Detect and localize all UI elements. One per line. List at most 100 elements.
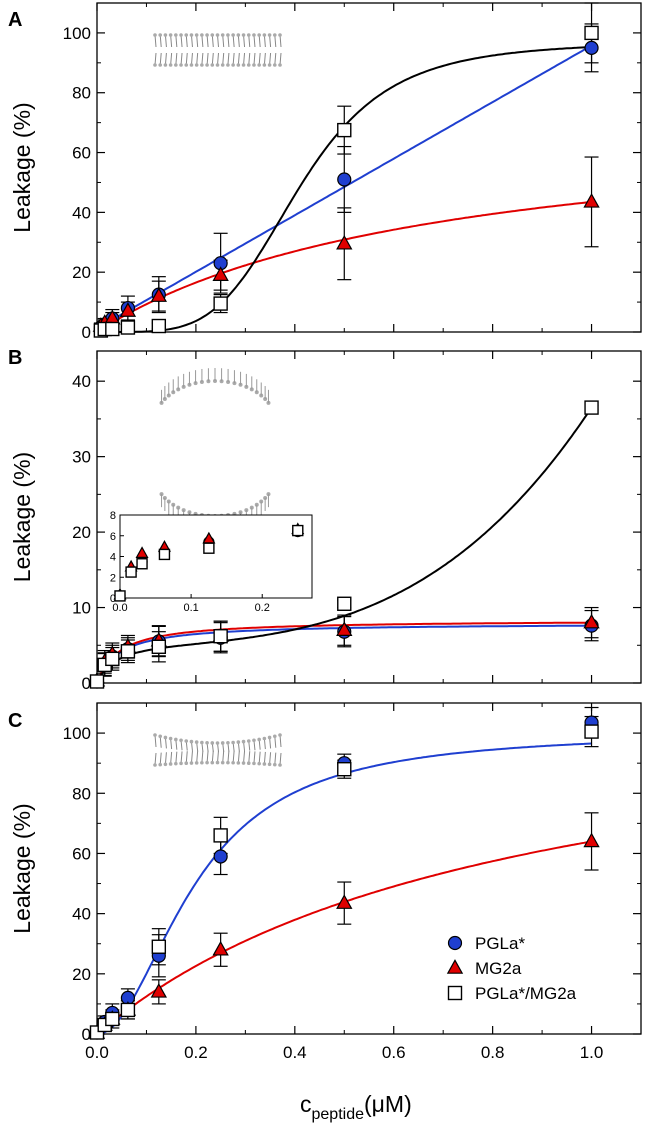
data-point-pgla-mg2a [151, 318, 167, 334]
lipid-head [205, 740, 209, 745]
lipid-head [163, 735, 168, 740]
lipid-tail [222, 52, 225, 66]
lipid-tail [159, 736, 162, 748]
data-point-pgla-mg2a [213, 629, 228, 644]
lipid-head [272, 63, 277, 67]
y-tick-label: 0 [82, 674, 91, 693]
lipid-head [194, 761, 199, 765]
membrane-illustration [159, 368, 271, 529]
lipid-tail [164, 737, 167, 749]
lipid-head [210, 760, 215, 765]
lipid-head [267, 33, 272, 37]
lipid-tail [258, 34, 261, 48]
data-point-pgla-mg2a [105, 651, 120, 667]
lipid-tail [201, 34, 204, 48]
lipid-head [246, 63, 251, 67]
lipid-tail [196, 34, 199, 48]
data-point-pgla [213, 849, 228, 864]
lipid-tail [248, 34, 251, 48]
lipid-tail [180, 34, 183, 48]
lipid-head [231, 760, 235, 765]
lipid-head [174, 33, 178, 37]
data-point-pgla-mg2a [213, 828, 228, 843]
data-point-mg2a [212, 940, 229, 956]
lipid-head [163, 33, 168, 37]
lipid-tail [227, 52, 230, 66]
lipid-tail [164, 752, 167, 765]
lipid-tail [279, 752, 282, 766]
data-point-pgla-mg2a [584, 724, 599, 739]
lipid-head [184, 739, 189, 743]
lipid-tail [190, 52, 193, 66]
lipid-tail [185, 52, 188, 66]
lipid-tail [237, 750, 240, 763]
data-point-pgla-mg2a [120, 644, 136, 659]
lipid-head [272, 762, 277, 767]
lipid-tail [274, 736, 277, 748]
legend-marker-mg2a [446, 959, 464, 974]
panel-label: A [8, 9, 22, 31]
lipid-head [210, 63, 215, 67]
lipid-head [194, 63, 199, 67]
lipid-head [272, 33, 277, 37]
data-point-pgla-mg2a [89, 674, 105, 689]
legend-label-mg2a: MG2a [475, 959, 522, 978]
lipid-head [179, 63, 183, 67]
lipid-head [267, 762, 272, 767]
data-point-pgla-mg2a [151, 639, 167, 654]
inset-chart: 0 2 4 6 8 0.0 0.1 0.2 [110, 510, 313, 614]
lipid-head [189, 739, 194, 744]
lipid-head [189, 761, 194, 765]
lipid-tail [237, 34, 240, 48]
lipid-head [168, 63, 173, 67]
lipid-head [179, 738, 183, 743]
inset-x-tick-label: 0.0 [112, 602, 127, 614]
inset-y-tick-label: 6 [110, 531, 116, 543]
data-point-pgla [584, 40, 599, 55]
lipid-head [210, 741, 215, 745]
lipid-tail [196, 750, 199, 763]
data-point-mg2a [119, 302, 137, 317]
lipid-head [246, 761, 251, 765]
lipid-head [226, 63, 230, 67]
data-point-pgla-mg2a [120, 320, 136, 335]
lipid-tail [222, 34, 225, 48]
data-point-pgla-mg2a [105, 321, 120, 337]
panel-b: B Leakage (%) 0 10 20 30 40 0 2 4 6 8 0.0 0.1 0.2 [8, 347, 642, 693]
x-axis-label-main: c [300, 1091, 312, 1117]
data-point-pgla-mg2a [337, 762, 352, 777]
lipid-head [267, 735, 272, 740]
y-tick-label: 40 [72, 203, 91, 222]
lipid-head [210, 33, 215, 37]
lipid-head [257, 737, 261, 742]
lipid-tail [243, 34, 246, 48]
panel-label: B [8, 347, 22, 369]
lipid-tail [269, 34, 272, 48]
plot-frame [96, 2, 642, 333]
y-tick-label: 80 [72, 84, 91, 103]
panel-label: C [8, 710, 22, 732]
lipid-tail [180, 52, 183, 66]
lipid-tail [164, 34, 167, 48]
lipid-tail [185, 34, 188, 48]
lipid-tail [274, 52, 277, 66]
plot-frame [96, 350, 642, 684]
lipid-head [194, 740, 199, 744]
lipid-tail [222, 750, 225, 763]
membrane-illustration [153, 733, 282, 767]
lipid-head [215, 33, 220, 37]
lipid-head [241, 739, 246, 744]
panel-c: C Leakage (%) 0 20 40 60 80 100 0.0 0.2 0.4 0.6 0.8 1… [8, 702, 642, 1062]
lipid-tail [170, 52, 173, 66]
lipid-head [257, 761, 261, 766]
lipid-tail [164, 52, 167, 66]
lipid-head [231, 740, 235, 745]
lipid-head [158, 734, 163, 739]
y-tick-label: 80 [72, 784, 91, 803]
lipid-head [246, 33, 251, 37]
inset-x-tick-label: 0.1 [183, 602, 198, 614]
x-tick-label: 0.2 [184, 1043, 208, 1062]
lipid-head [262, 63, 267, 67]
lipid-head [262, 33, 267, 37]
